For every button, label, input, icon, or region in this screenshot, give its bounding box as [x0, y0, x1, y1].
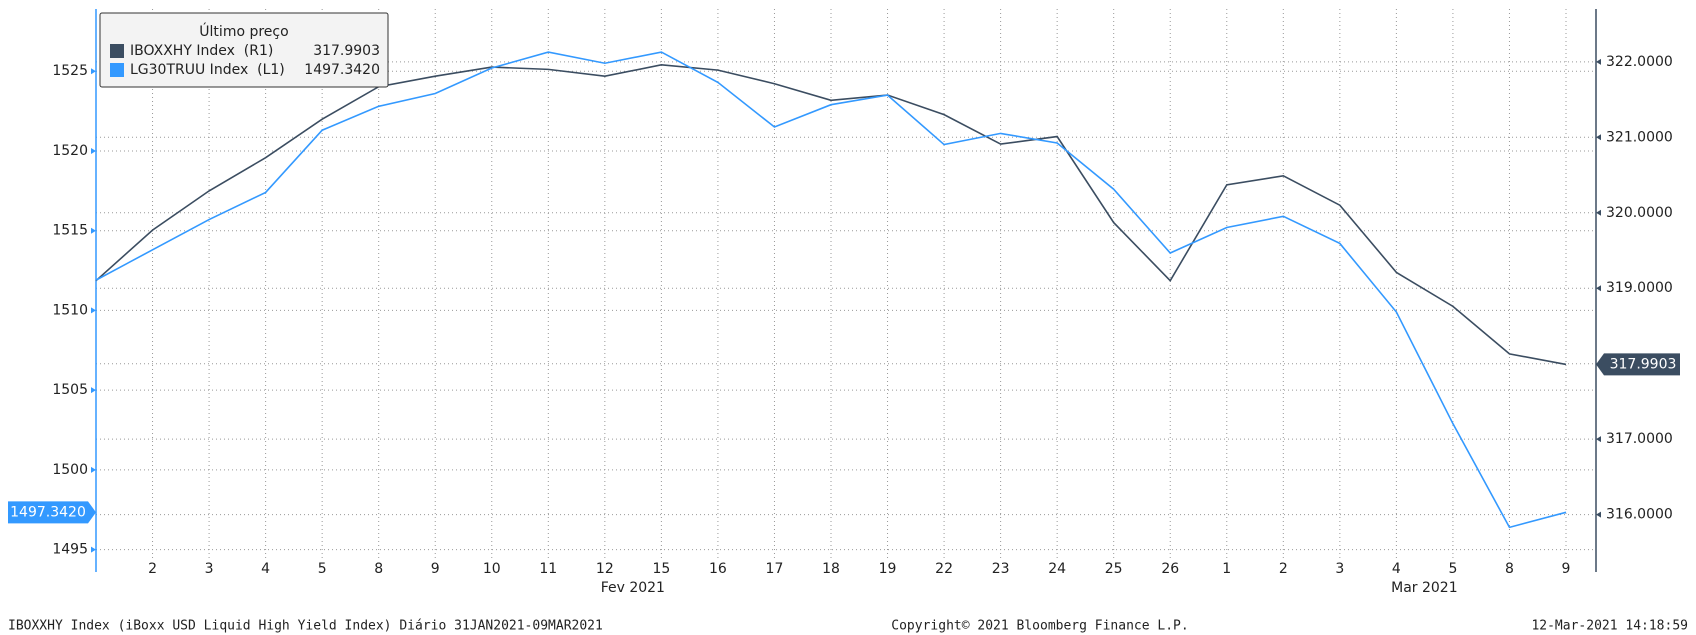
y-tick: [91, 466, 96, 473]
y-tick: [91, 387, 96, 394]
x-tick-label: 9: [431, 561, 440, 577]
legend-label: LG30TRUU Index (L1): [130, 62, 285, 78]
y-tick-label: 1525: [52, 63, 88, 79]
series-line: [95, 64, 1567, 366]
legend-box: [99, 12, 389, 88]
x-tick-label: 25: [1105, 561, 1123, 577]
y-tick: [91, 546, 96, 553]
y2-tick: [1596, 58, 1601, 65]
x-tick-label: 4: [1392, 561, 1401, 577]
y-tick: [91, 68, 96, 75]
legend-title: Último preço: [199, 22, 288, 40]
y2-tick-label: 322.0000: [1606, 54, 1673, 70]
y2-tick: [1596, 134, 1601, 141]
x-tick-label: 1: [1222, 561, 1231, 577]
y-tick: [91, 147, 96, 154]
y2-tick-label: 319.0000: [1606, 280, 1673, 296]
y2-tick-label: 317.0000: [1606, 431, 1673, 447]
last-value-label: 317.9903: [1610, 356, 1677, 372]
last-value-flag: [8, 501, 96, 524]
legend-swatch: [110, 44, 124, 58]
y-tick-label: 1495: [52, 542, 88, 558]
series-line: [95, 51, 1567, 529]
last-value-flag: [1596, 353, 1680, 376]
x-tick-label: 5: [318, 561, 327, 577]
y2-tick-label: 321.0000: [1606, 129, 1673, 145]
y2-tick: [1596, 209, 1601, 216]
legend-value: 317.9903: [313, 43, 380, 59]
x-tick-label: 8: [1505, 561, 1514, 577]
x-tick-label: 17: [766, 561, 784, 577]
x-tick-label: 2: [148, 561, 157, 577]
y-tick-label: 1510: [52, 302, 88, 318]
x-tick-label: 18: [822, 561, 840, 577]
x-tick-label: 3: [205, 561, 214, 577]
x-tick-label: 3: [1335, 561, 1344, 577]
x-tick-label: 4: [261, 561, 270, 577]
y-tick-label: 1520: [52, 143, 88, 159]
x-group-label: Mar 2021: [1391, 580, 1458, 596]
footer-center: Copyright© 2021 Bloomberg Finance L.P.: [891, 619, 1188, 634]
y-tick-label: 1515: [52, 223, 88, 239]
x-tick-label: 24: [1048, 561, 1066, 577]
y-tick: [91, 307, 96, 314]
x-tick-label: 23: [992, 561, 1010, 577]
y2-tick-label: 316.0000: [1606, 507, 1673, 523]
footer-right: 12-Mar-2021 14:18:59: [1531, 619, 1688, 634]
x-tick-label: 8: [374, 561, 383, 577]
x-tick-label: 11: [539, 561, 557, 577]
y2-tick: [1596, 436, 1601, 443]
legend-label: IBOXXHY Index (R1): [130, 43, 273, 59]
y2-tick-label: 320.0000: [1606, 205, 1673, 221]
y2-tick: [1596, 285, 1601, 292]
x-tick-label: 5: [1448, 561, 1457, 577]
last-value-label: 1497.3420: [10, 504, 86, 520]
x-tick-label: 10: [483, 561, 501, 577]
x-tick-label: 19: [879, 561, 897, 577]
y2-tick: [1596, 511, 1601, 518]
legend-swatch: [110, 63, 124, 77]
y-tick-label: 1500: [52, 462, 88, 478]
legend-value: 1497.3420: [304, 62, 380, 78]
legend: Último preço IBOXXHY Index (R1) 317.9903 LG…: [99, 12, 389, 88]
x-tick-label: 16: [709, 561, 727, 577]
y-tick: [91, 227, 96, 234]
x-group-label: Fev 2021: [601, 580, 665, 596]
x-tick-label: 9: [1562, 561, 1571, 577]
footer-left: IBOXXHY Index (iBoxx USD Liquid High Yie…: [8, 619, 603, 634]
x-tick-label: 12: [596, 561, 614, 577]
y-tick-label: 1505: [52, 382, 88, 398]
x-tick-label: 2: [1279, 561, 1288, 577]
x-tick-label: 15: [652, 561, 670, 577]
x-tick-label: 26: [1161, 561, 1179, 577]
x-tick-label: 22: [935, 561, 953, 577]
